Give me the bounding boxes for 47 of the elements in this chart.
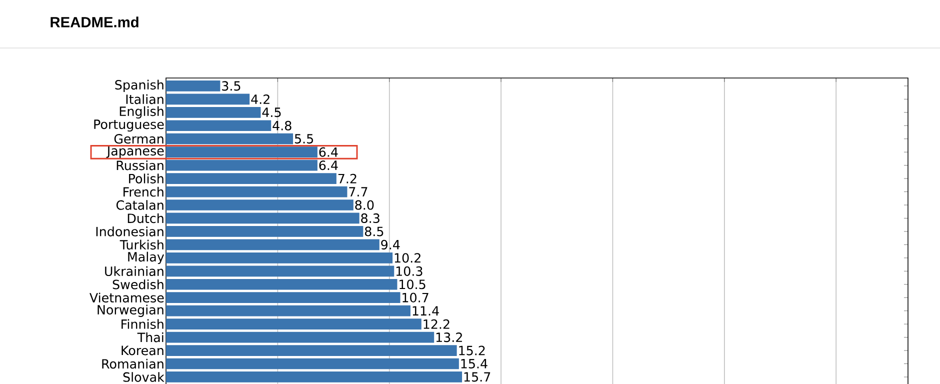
y-tick-label: Russian bbox=[116, 160, 164, 170]
data-label: 10.7 bbox=[402, 292, 428, 302]
y-tick-label: Swedish bbox=[112, 279, 164, 290]
y-tick-label: Romanian bbox=[102, 358, 164, 369]
y-tick-label: Malay bbox=[128, 252, 164, 264]
y-tick-label: French bbox=[124, 186, 164, 197]
y-tick-label: Italian bbox=[126, 94, 164, 104]
y-tick-label: Ukrainian bbox=[105, 266, 164, 276]
data-label: 15.7 bbox=[464, 372, 490, 382]
y-tick-label: English bbox=[120, 106, 164, 119]
data-label: 10.5 bbox=[400, 280, 426, 290]
y-tick-label: Polish bbox=[129, 174, 164, 184]
data-label: 15.4 bbox=[461, 359, 488, 368]
data-label: 10.3 bbox=[396, 266, 422, 276]
data-label: 3.5 bbox=[222, 81, 240, 91]
data-label: 13.2 bbox=[436, 332, 462, 342]
y-tick-label: Korean bbox=[122, 346, 164, 356]
data-label: 6.4 bbox=[319, 160, 338, 170]
data-label: 6.4 bbox=[319, 147, 338, 157]
data-label: 4.8 bbox=[272, 120, 292, 130]
data-label: 8.5 bbox=[364, 226, 384, 236]
y-tick-label: Catalan bbox=[116, 200, 164, 210]
data-label: 12.2 bbox=[424, 319, 450, 329]
data-label: 11.4 bbox=[412, 306, 439, 316]
data-label: 10.2 bbox=[394, 253, 420, 263]
y-tick-label: Vietnamese bbox=[90, 292, 164, 303]
data-label: 7.2 bbox=[338, 174, 356, 184]
data-label: 4.2 bbox=[251, 94, 270, 104]
data-label: 7.7 bbox=[349, 187, 368, 196]
y-tick-label: Indonesian bbox=[96, 226, 164, 236]
y-tick-label: Finnish bbox=[122, 319, 164, 329]
y-tick-label: Portuguese bbox=[94, 120, 164, 132]
data-label: 15.2 bbox=[459, 346, 485, 356]
y-tick-label: Spanish bbox=[115, 80, 164, 92]
y-tick-label: Thai bbox=[137, 332, 164, 342]
y-tick-label: Turkish bbox=[120, 240, 164, 250]
chart-title: README.md bbox=[50, 16, 138, 28]
data-label: 5.5 bbox=[294, 134, 314, 144]
data-label: 9.4 bbox=[381, 240, 400, 250]
y-tick-label: Slovak bbox=[123, 372, 164, 382]
y-tick-label: Norwegian bbox=[98, 304, 164, 317]
y-tick-label: German bbox=[114, 134, 164, 144]
data-label: 4.5 bbox=[262, 108, 281, 118]
y-tick-label: Dutch bbox=[128, 213, 164, 224]
data-label: 8.0 bbox=[355, 200, 374, 210]
y-tick-label: Japanese bbox=[106, 146, 164, 158]
data-label: 8.3 bbox=[361, 213, 380, 224]
